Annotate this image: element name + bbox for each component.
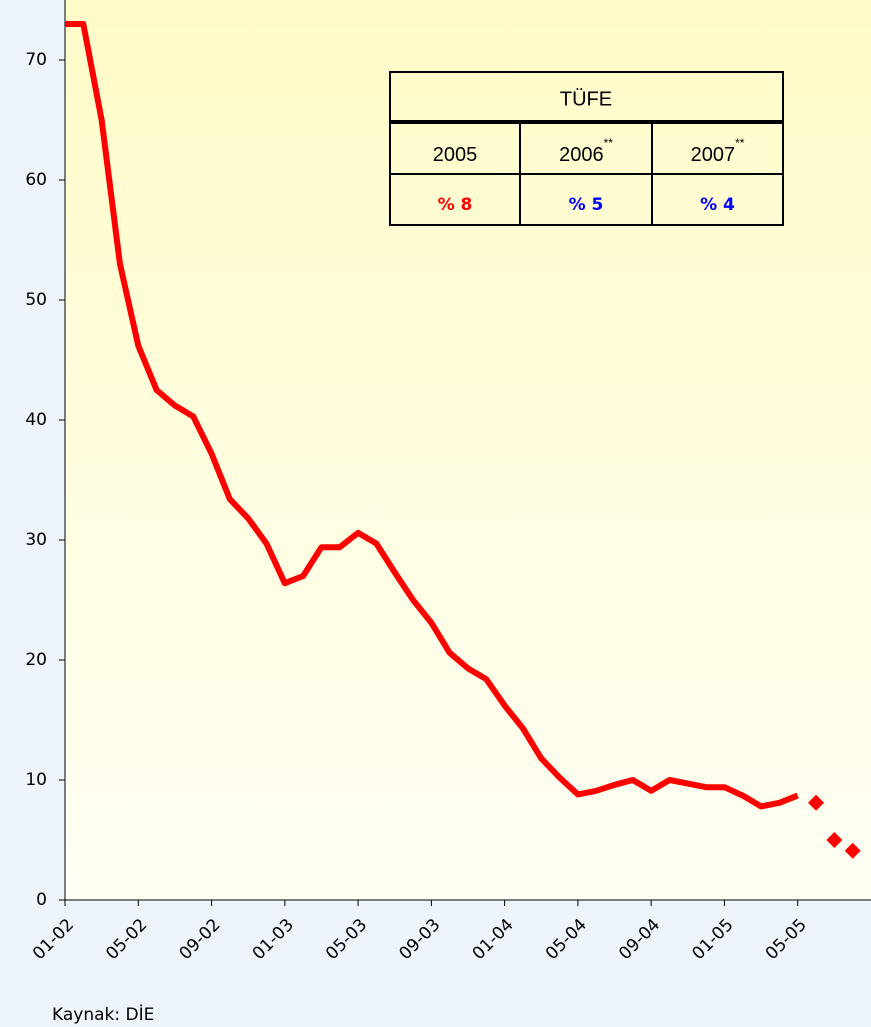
y-tick-label: 40 [25,410,47,430]
y-tick-label: 70 [25,50,47,70]
y-tick-label: 60 [25,170,47,190]
x-tick-label: 05-04 [542,915,591,964]
x-tick-label: 01-04 [469,915,518,964]
header-text: 2007 [691,144,736,166]
y-tick-label: 50 [25,290,47,310]
table-value: % 4 [700,195,735,215]
x-tick-label: 09-03 [395,915,444,964]
marker [826,832,843,848]
table-header: 2007** [691,136,745,166]
y-tick-label: 30 [25,530,47,550]
x-tick-label: 01-03 [249,915,298,964]
table-value: % 8 [438,195,473,215]
table-header: 2005 [433,144,478,166]
plot-area [65,0,871,900]
x-tick-label: 05-05 [762,915,811,964]
table-frame [389,71,784,226]
x-tick-label: 09-02 [176,915,225,964]
x-tick-label: 01-02 [29,915,78,964]
marker [808,794,825,811]
header-text: 2005 [433,144,478,166]
source: Kaynak: DİE [52,1004,154,1025]
x-tick-label: 05-02 [102,915,151,964]
header-text: 2006 [559,144,604,166]
table-value: % 5 [569,195,604,215]
x-tick-label: 05-03 [322,915,371,964]
table-header: 2006** [559,136,613,166]
x-tick-label: 09-04 [615,915,664,964]
header-sup: ** [735,136,745,150]
header-sup: ** [604,136,614,150]
marker [844,842,861,859]
table-title: TÜFE [560,88,612,110]
line [65,21,799,810]
y-tick-label: 10 [25,770,47,790]
y-tick-label: 20 [25,650,47,670]
y-tick-label: 0 [36,890,47,910]
x-tick-label: 01-05 [688,915,737,964]
